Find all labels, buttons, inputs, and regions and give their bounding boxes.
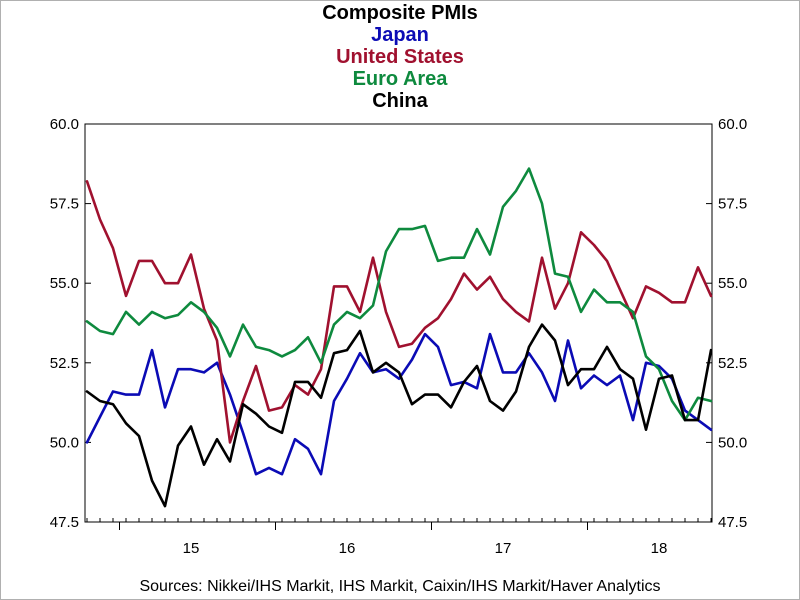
plot-area-border (84, 123, 713, 523)
y-tick-label-right: 52.5 (718, 355, 747, 372)
chart-title: Composite PMIs (322, 2, 478, 24)
x-axis: 15 16 17 18 (86, 518, 712, 557)
series-line-euro-area (85, 167, 713, 422)
x-tick-label: 17 (495, 540, 512, 557)
y-tick-label-right: 57.5 (718, 196, 747, 213)
y-tick-label-right: 55.0 (718, 275, 747, 292)
y-tick-label-left: 55.0 (50, 275, 79, 292)
x-tick-label: 18 (651, 540, 668, 557)
sources-note: Sources: Nikkei/IHS Markit, IHS Markit, … (139, 578, 661, 595)
legend-title-japan: Japan (371, 24, 429, 46)
series-line-china (85, 323, 713, 508)
series-line-japan (85, 332, 713, 476)
y-axis-right: 47.5 50.0 52.5 55.0 57.5 60.0 (706, 116, 747, 531)
legend-title-china: China (372, 90, 428, 112)
y-tick-label-left: 57.5 (50, 196, 79, 213)
y-tick-label-right: 50.0 (718, 434, 747, 451)
series-layer (85, 167, 713, 508)
x-tick-label: 16 (339, 540, 356, 557)
y-tick-label-right: 47.5 (718, 514, 747, 531)
series-line-united-states (85, 180, 713, 444)
legend-title-united-states: United States (336, 46, 464, 68)
y-axis-left: 47.5 50.0 52.5 55.0 57.5 60.0 (50, 116, 91, 531)
x-tick-label: 15 (183, 540, 200, 557)
y-tick-label-left: 50.0 (50, 434, 79, 451)
y-tick-label-left: 52.5 (50, 355, 79, 372)
y-tick-label-left: 60.0 (50, 116, 79, 133)
legend-title-euro-area: Euro Area (352, 68, 448, 90)
y-tick-label-left: 47.5 (50, 514, 79, 531)
y-tick-label-right: 60.0 (718, 116, 747, 133)
